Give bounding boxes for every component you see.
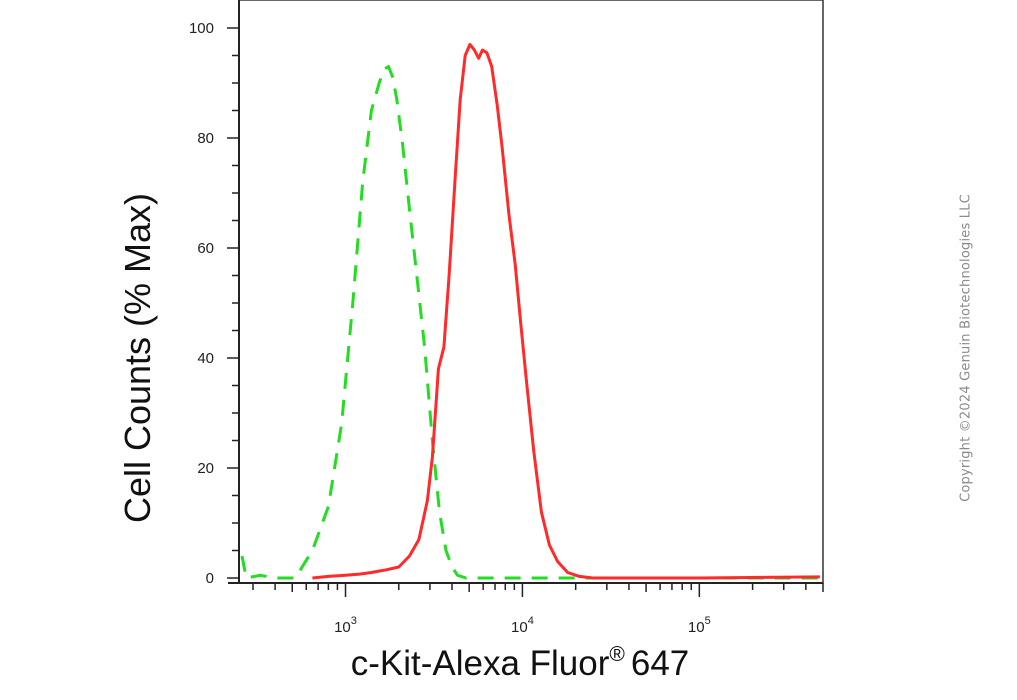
y-tick-label: 60 <box>197 240 214 257</box>
solid-series-line <box>312 43 820 580</box>
y-tick-label: 40 <box>197 350 214 367</box>
x-tick-label: 105 <box>688 615 711 636</box>
y-tick-label: 100 <box>189 20 214 37</box>
x-tick-label: 103 <box>334 615 357 636</box>
x-axis-title: c-Kit-Alexa Fluor® 647 <box>351 643 690 683</box>
y-tick-label: 20 <box>197 460 214 477</box>
x-tick-base: 10 <box>688 619 705 636</box>
series-layer <box>240 43 820 580</box>
dashed-series-line <box>240 65 820 580</box>
x-tick-exponent: 3 <box>351 615 357 627</box>
x-axis-title-suffix: 647 <box>631 644 689 683</box>
x-axis-title-registered: ® <box>609 643 625 666</box>
plot-frame <box>238 0 824 584</box>
x-tick-base: 10 <box>334 619 351 636</box>
x-tick-exponent: 4 <box>528 615 534 627</box>
x-axis-title-main: c-Kit-Alexa Fluor <box>351 644 610 683</box>
y-axis-ticks: 0 20 40 60 80 100 <box>189 20 239 587</box>
y-tick-label: 80 <box>197 130 214 147</box>
x-axis-ticks: 103 104 105 <box>252 583 824 636</box>
y-tick-label: 0 <box>206 570 214 587</box>
x-tick-exponent: 5 <box>705 615 711 627</box>
x-tick-label: 104 <box>511 615 534 636</box>
copyright-notice: Copyright ©2024 Genuin Biotechnologies L… <box>958 194 974 502</box>
x-tick-base: 10 <box>511 619 528 636</box>
y-axis-title: Cell Counts (% Max) <box>117 193 158 523</box>
